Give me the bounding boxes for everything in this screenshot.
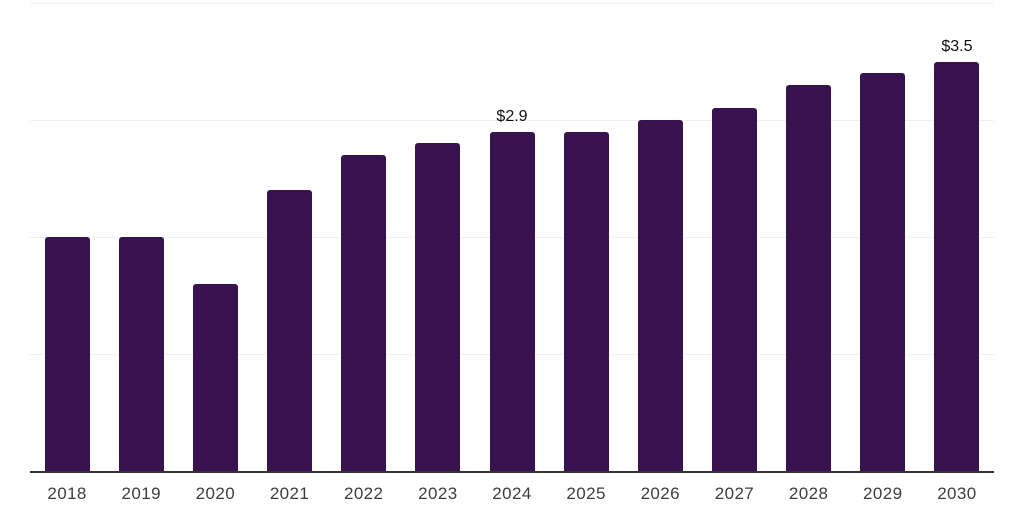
bar-2029 (860, 73, 906, 471)
bar-2019 (118, 237, 164, 471)
x-tick-label-2026: 2026 (640, 484, 680, 503)
gridline-4 (30, 3, 994, 4)
data-label-2024: $2.9 (496, 107, 528, 125)
plot-area: $2.9 $3.5 (30, 3, 994, 473)
x-tick-label-2027: 2027 (714, 484, 755, 503)
bar-2018 (44, 237, 90, 471)
x-tick-label-2023: 2023 (418, 484, 458, 503)
bar-2020 (192, 283, 238, 471)
x-tick-label-2018: 2018 (47, 484, 87, 503)
bar-2026 (637, 120, 683, 471)
bar-2025 (563, 131, 609, 471)
x-axis-line (30, 471, 994, 473)
x-tick-label-2024: 2024 (492, 484, 532, 503)
bar-2024 (489, 131, 535, 471)
x-tick-label-2029: 2029 (863, 484, 903, 503)
bar-2021 (267, 190, 313, 471)
x-tick-label-2020: 2020 (195, 484, 236, 503)
data-label-2030: $3.5 (941, 37, 973, 55)
x-tick-label-2028: 2028 (788, 484, 829, 503)
x-tick-label-2019: 2019 (121, 484, 161, 503)
x-tick-label-2021: 2021 (269, 484, 310, 503)
x-tick-label-2025: 2025 (566, 484, 606, 503)
x-tick-label-2022: 2022 (343, 484, 384, 503)
bar-2028 (786, 84, 832, 471)
bar-2023 (415, 143, 461, 471)
x-tick-label-2030: 2030 (937, 484, 977, 503)
gridline-3 (30, 120, 994, 121)
x-axis-labels: 2018 2019 2020 2021 2022 2023 2024 2025 2026 2027… (30, 484, 994, 504)
bar-2030 (934, 61, 980, 471)
bar-2022 (341, 155, 387, 471)
bar-2027 (711, 108, 757, 471)
